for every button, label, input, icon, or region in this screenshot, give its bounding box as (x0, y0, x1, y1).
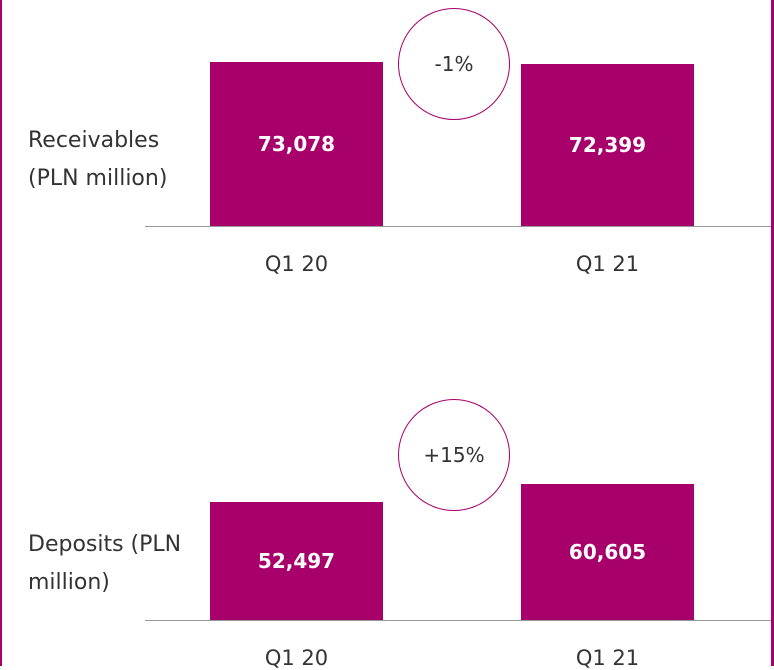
y-axis-label: Receivables (PLN million) (28, 128, 168, 191)
value-label: 52,497 (257, 549, 336, 574)
bar (210, 62, 383, 226)
value-label: 60,605 (568, 539, 647, 564)
change-annotation: +15% (398, 399, 510, 511)
x-tick-label: Q1 20 (264, 646, 329, 670)
baseline (145, 620, 771, 621)
x-tick-label: Q1 21 (575, 646, 640, 670)
bar (521, 483, 694, 620)
change-annotation: -1% (398, 8, 510, 120)
x-tick-label: Q1 21 (575, 252, 640, 276)
bar (521, 63, 694, 226)
x-tick-label: Q1 20 (264, 252, 329, 276)
value-label: 73,078 (257, 132, 336, 156)
value-label: 72,399 (568, 132, 647, 157)
baseline (145, 226, 771, 227)
y-axis-label: Deposits (PLN million) (28, 532, 182, 595)
bar (210, 502, 383, 620)
